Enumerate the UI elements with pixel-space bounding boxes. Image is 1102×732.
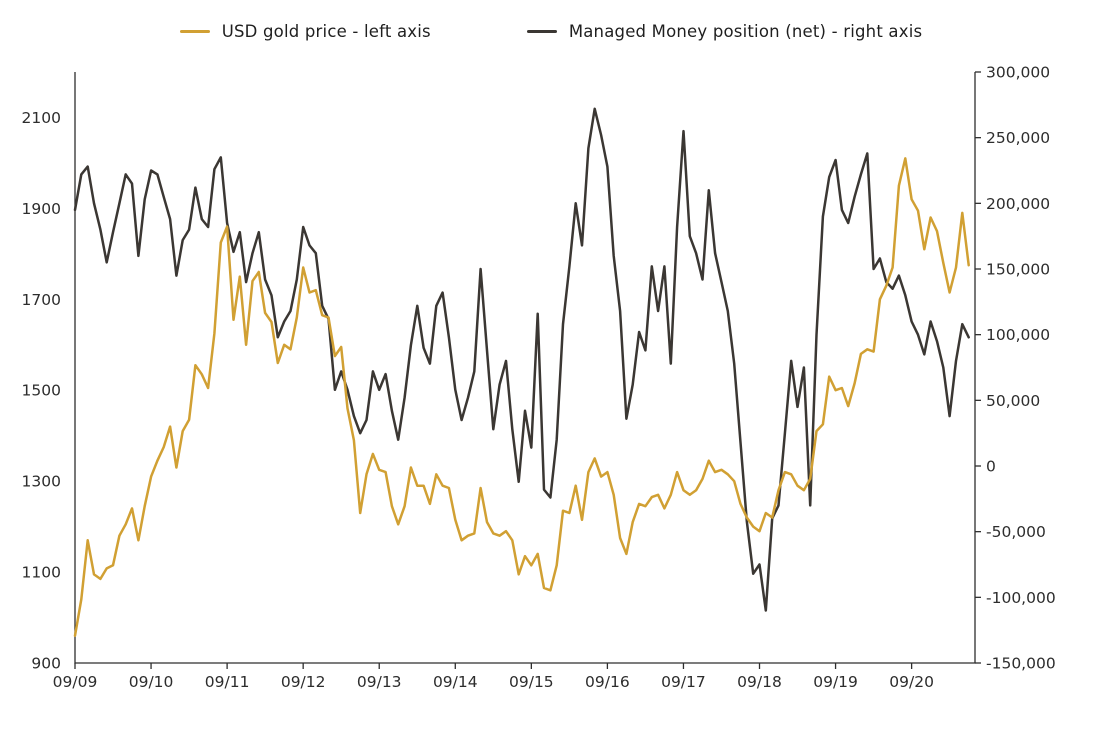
legend-item-managed-money: Managed Money position (net) - right axi… — [526, 22, 923, 41]
left-axis-tick-label: 1700 — [22, 291, 61, 309]
left-axis-tick-label: 900 — [31, 655, 61, 673]
legend-label-managed-money: Managed Money position (net) - right axi… — [568, 22, 923, 41]
left-axis-tick-label: 1900 — [22, 200, 61, 218]
left-axis-tick-label: 1100 — [22, 564, 61, 582]
right-axis-tick-label: 250,000 — [986, 129, 1050, 147]
legend-item-gold: USD gold price - left axis — [179, 22, 431, 41]
right-axis-tick-label: -150,000 — [986, 655, 1056, 673]
x-axis-tick-label: 09/14 — [433, 673, 478, 691]
x-axis-tick-label: 09/13 — [357, 673, 402, 691]
chart-legend: USD gold price - left axis Managed Money… — [0, 22, 1102, 41]
x-axis-tick-label: 09/16 — [585, 673, 630, 691]
right-axis-tick-label: -50,000 — [986, 523, 1046, 541]
x-axis-tick-label: 09/09 — [53, 673, 98, 691]
x-axis-tick-label: 09/17 — [661, 673, 706, 691]
right-axis-tick-label: -100,000 — [986, 589, 1056, 607]
managed-money-line-swatch — [526, 29, 557, 34]
x-axis-tick-label: 09/19 — [813, 673, 858, 691]
x-axis-tick-label: 09/18 — [737, 673, 782, 691]
right-axis-tick-label: 300,000 — [986, 64, 1050, 82]
right-axis-tick-label: 100,000 — [986, 326, 1050, 344]
left-axis-tick-label: 1500 — [22, 382, 61, 400]
right-axis-tick-label: 50,000 — [986, 392, 1040, 410]
left-axis-tick-label: 2100 — [22, 109, 61, 127]
x-axis-tick-label: 09/10 — [129, 673, 174, 691]
right-axis-tick-label: 200,000 — [986, 195, 1050, 213]
x-axis-tick-label: 09/20 — [889, 673, 934, 691]
axis-frame — [74, 72, 976, 664]
x-axis-tick-label: 09/12 — [281, 673, 326, 691]
gold-line-swatch — [179, 29, 210, 34]
legend-label-gold: USD gold price - left axis — [221, 22, 431, 41]
usd-gold-price-line — [73, 157, 970, 637]
managed-money-net-line — [73, 107, 970, 612]
right-axis-tick-label: 150,000 — [986, 261, 1050, 279]
right-axis-tick-label: 0 — [986, 458, 996, 476]
x-axis-tick-label: 09/15 — [509, 673, 554, 691]
left-axis-tick-label: 1300 — [22, 473, 61, 491]
x-axis-tick-label: 09/11 — [205, 673, 250, 691]
